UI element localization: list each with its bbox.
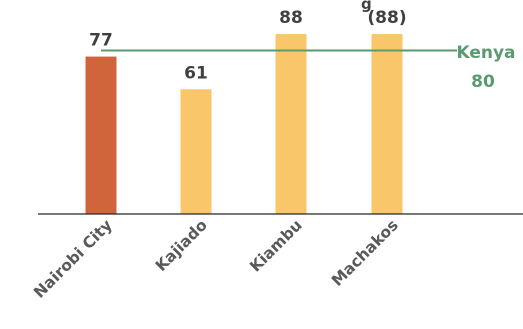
category-labels-layer: Nairobi City Kajiado Kiambu Machakos [30, 216, 402, 302]
value-label-kiambu: 88 [279, 8, 303, 28]
bar-nairobi-city [85, 56, 117, 215]
bars-layer [85, 34, 403, 215]
bar-machakos [371, 34, 403, 214]
chart-title-fragment: g [361, 0, 372, 13]
category-label-kiambu: Kiambu [246, 216, 305, 275]
value-label-nairobi-city: 77 [89, 31, 113, 51]
value-labels-layer: 77 61 88 (88) [89, 8, 406, 83]
category-label-kajiado: Kajiado [152, 216, 211, 275]
bar-kajiado [180, 89, 212, 214]
category-label-nairobi-city: Nairobi City [30, 216, 116, 302]
value-label-kajiado: 61 [184, 63, 208, 83]
value-label-machakos: (88) [367, 8, 406, 28]
bar-kiambu [275, 34, 307, 214]
reference-line-value: 80 [471, 72, 495, 92]
reference-line-name: Kenya [456, 43, 515, 63]
category-label-machakos: Machakos [328, 216, 402, 290]
